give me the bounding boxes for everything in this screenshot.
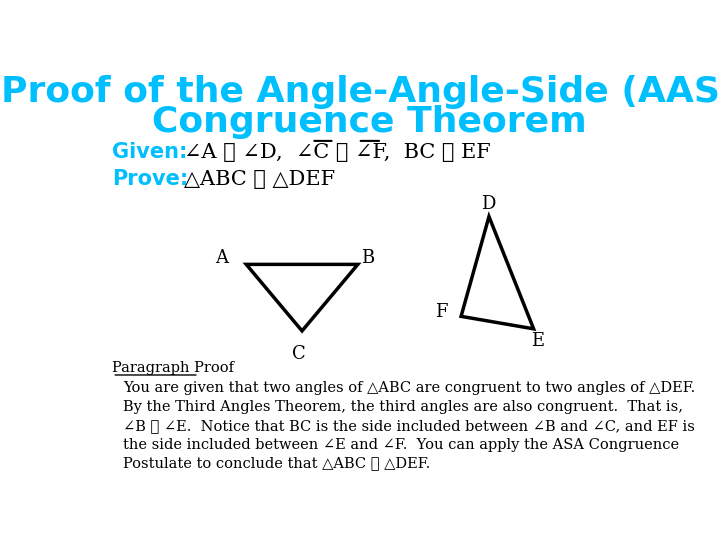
Text: Congruence Theorem: Congruence Theorem [152,105,586,139]
Text: Proof of the Angle-Angle-Side (AAS): Proof of the Angle-Angle-Side (AAS) [1,75,720,109]
Text: Paragraph Proof: Paragraph Proof [112,361,234,375]
Text: ∠A ≅ ∠D,  ∠C ≅ ∠F,  BC ≅ EF: ∠A ≅ ∠D, ∠C ≅ ∠F, BC ≅ EF [184,143,490,161]
Text: Given:: Given: [112,142,188,162]
Text: △ABC ≅ △DEF: △ABC ≅ △DEF [184,170,335,188]
Text: Prove:: Prove: [112,169,189,189]
Text: E: E [531,332,544,350]
Text: You are given that two angles of △ABC are congruent to two angles of △DEF.
By th: You are given that two angles of △ABC ar… [124,381,696,470]
Text: D: D [481,195,495,213]
Text: B: B [361,249,374,267]
Text: C: C [292,345,306,363]
Text: A: A [215,249,228,267]
Text: F: F [436,303,448,321]
